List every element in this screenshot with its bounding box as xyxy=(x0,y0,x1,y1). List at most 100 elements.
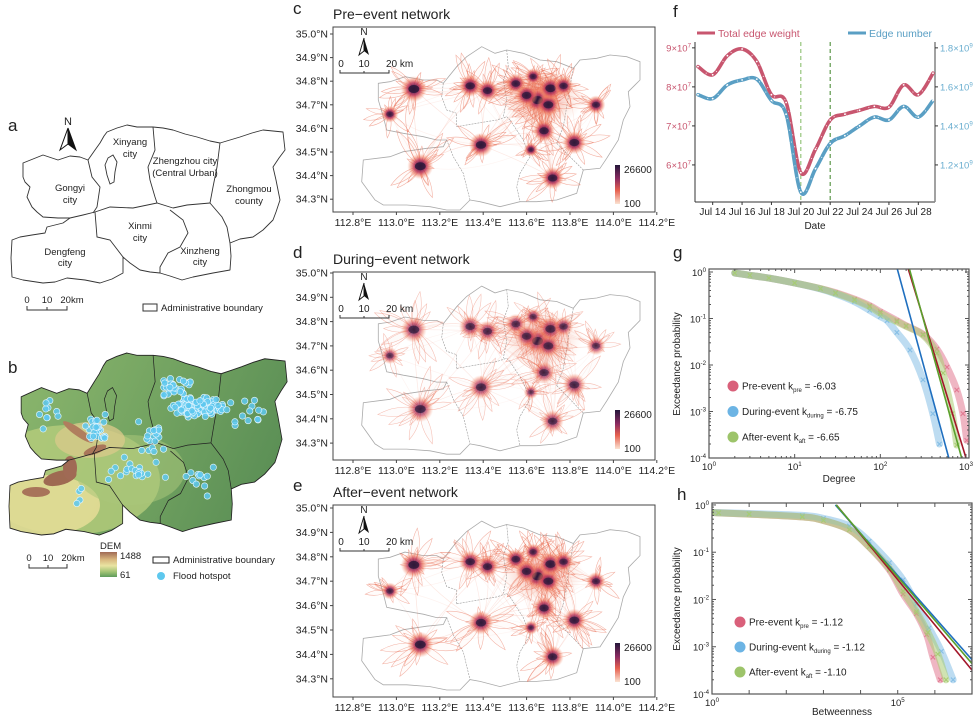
data-point xyxy=(755,78,758,80)
data-point xyxy=(858,109,861,112)
right-tick-label: 1.2×109 xyxy=(940,159,973,171)
flow-petal xyxy=(420,137,455,167)
hub-hotspot xyxy=(523,142,539,157)
flood-hotspot-marker xyxy=(203,492,211,500)
flood-hotspot-marker xyxy=(203,472,211,480)
legend-label: After-event kaft = -1.10 xyxy=(749,668,847,681)
scale-end: 20km xyxy=(61,553,84,564)
hub-core xyxy=(482,327,493,335)
hub-core xyxy=(539,604,549,612)
scale-mid: 10 xyxy=(358,59,370,70)
lat-tick-label: 34.6°N xyxy=(296,365,328,377)
data-point-marker xyxy=(894,329,900,336)
region-label-zhongmou: Zhongmou county xyxy=(226,184,271,207)
scale-end: 20 km xyxy=(386,304,413,315)
region-type: county xyxy=(235,196,263,207)
district-boundary xyxy=(446,617,471,680)
data-point xyxy=(755,60,758,63)
flood-hotspot-marker xyxy=(35,410,43,418)
boundary-swatch xyxy=(142,303,158,312)
hub-hotspot xyxy=(381,105,399,123)
lat-tick-label: 34.9°N xyxy=(296,527,328,539)
flood-hotspot-marker xyxy=(152,458,160,466)
hub-hotspot xyxy=(381,347,399,365)
colorbar-min-label: 100 xyxy=(624,677,641,688)
lon-tick-label: 114.0°E xyxy=(595,217,632,229)
flood-hotspot-marker xyxy=(192,480,200,488)
region-name: Gongyi xyxy=(55,183,85,194)
district-boundary xyxy=(441,83,457,127)
flood-hotspot-marker xyxy=(231,418,239,426)
flood-hotspot-marker xyxy=(180,377,188,385)
data-point xyxy=(858,125,861,127)
data-point xyxy=(829,119,832,121)
region-name: Zhengzhou city xyxy=(153,156,218,167)
hub-core xyxy=(475,618,487,627)
hub-hotspot xyxy=(524,68,542,85)
hub-core xyxy=(521,91,532,99)
district-boundary xyxy=(509,119,531,202)
lon-tick-label: 114.0°E xyxy=(595,702,632,714)
y-tick-label: 10-2 xyxy=(690,360,707,372)
hub-core xyxy=(408,560,420,569)
legend-admin-boundary: Administrative boundary xyxy=(152,555,275,566)
flood-hotspot-marker xyxy=(101,410,109,418)
hub-core xyxy=(545,325,556,333)
lon-tick-label: 114.0°E xyxy=(595,465,632,477)
left-tick-label: 9×107 xyxy=(666,42,691,54)
data-point xyxy=(741,79,743,81)
flood-hotspot-marker xyxy=(151,437,159,445)
hub-core xyxy=(539,127,549,135)
colorbar-gradient xyxy=(615,165,620,204)
data-point-marker xyxy=(920,377,926,383)
district-boundary xyxy=(456,357,511,369)
od-network xyxy=(364,527,620,683)
panel-label-h: h xyxy=(677,485,686,504)
flood-hotspot-marker xyxy=(117,472,125,480)
flood-hotspot-marker xyxy=(144,470,152,478)
data-point xyxy=(741,48,743,50)
region-name: Xinmi xyxy=(128,221,152,232)
od-network xyxy=(362,52,612,203)
data-point-marker xyxy=(930,654,936,660)
scale-mid: 10 xyxy=(358,537,370,548)
data-point-marker xyxy=(954,387,960,393)
x-tick-label: Jul 24 xyxy=(846,207,873,218)
district-boundary xyxy=(456,116,511,127)
data-point-marker xyxy=(894,319,900,325)
hub-core xyxy=(543,577,554,585)
scale-zero: 0 xyxy=(24,295,29,306)
district-boundary xyxy=(441,558,457,604)
legend-label-total-edge-weight: Total edge weight xyxy=(718,28,800,40)
region-type: (Central Urban) xyxy=(152,168,217,179)
legend-label: Flood hotspot xyxy=(173,571,231,582)
hub-core xyxy=(545,560,556,568)
legend-label-edge-number: Edge number xyxy=(869,28,933,40)
flood-hotspot-marker xyxy=(150,447,158,455)
flood-hotspot-marker xyxy=(160,391,168,399)
y-tick-label: 10-3 xyxy=(690,406,707,418)
flow-petal xyxy=(444,622,482,643)
terrain-plain xyxy=(8,475,100,535)
data-point xyxy=(888,119,890,121)
flood-hotspot-marker xyxy=(160,445,168,453)
dem-legend: DEM 1488 61 xyxy=(100,541,141,581)
region-label-xinzheng: Xinzheng city xyxy=(180,246,220,268)
region-label-xinyang: Xinyang city xyxy=(113,137,147,160)
north-arrow-icon: N xyxy=(358,27,369,57)
flood-hotspot-marker xyxy=(184,401,192,409)
y-axis-title: Exceedance probability xyxy=(672,547,683,650)
data-point xyxy=(814,148,817,151)
lon-tick-label: 113.0°E xyxy=(378,465,415,477)
lat-tick-label: 34.9°N xyxy=(296,292,328,304)
colorbar-max-label: 26600 xyxy=(624,165,652,176)
hub-core xyxy=(559,82,568,89)
hub-core xyxy=(569,616,580,624)
north-arrow-icon: N xyxy=(58,116,78,152)
data-point xyxy=(726,54,729,57)
flood-hotspot-marker xyxy=(207,404,215,412)
flood-hotspot-marker xyxy=(135,418,143,426)
hub-core xyxy=(408,325,420,334)
north-arrow-right-half xyxy=(364,283,369,300)
hub-core xyxy=(482,563,493,570)
